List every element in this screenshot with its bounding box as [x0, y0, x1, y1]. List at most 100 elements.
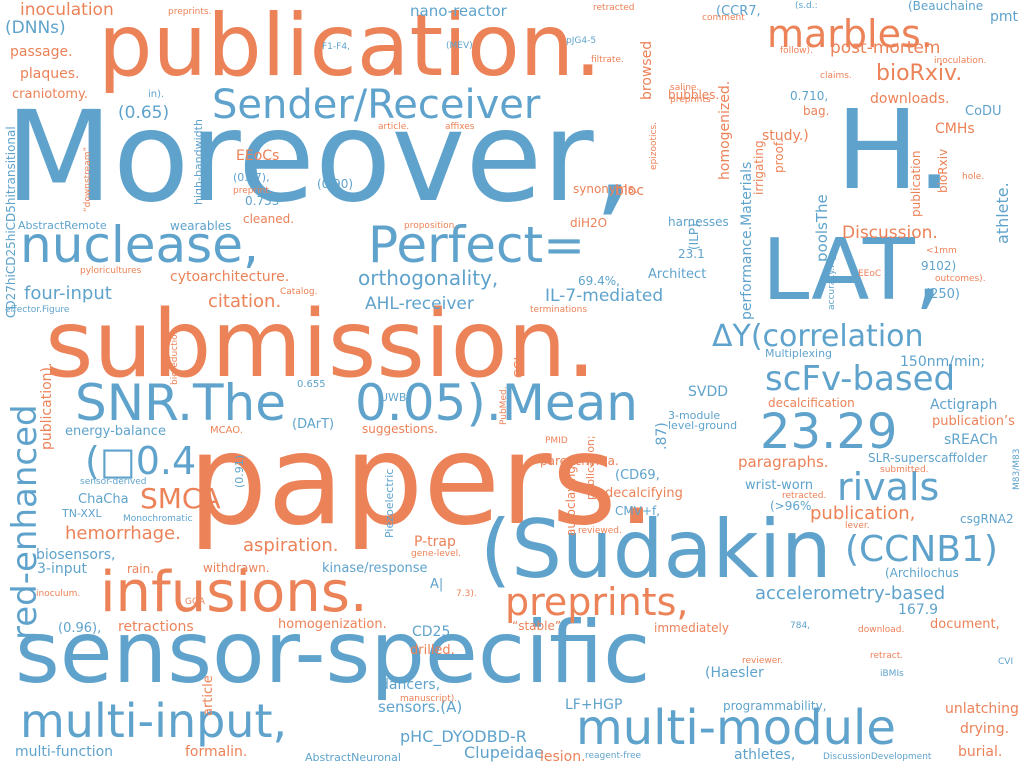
cloud-word: cytoarchitecture.: [170, 269, 290, 285]
cloud-word: Multiplexing: [765, 347, 833, 360]
cloud-word: Monochromatic: [123, 514, 193, 524]
cloud-word: pmt: [990, 9, 1019, 25]
cloud-word: marbles.: [767, 12, 933, 56]
cloud-word: Clupeidae: [464, 743, 545, 762]
cloud-word: (CCR7,: [716, 4, 761, 19]
cloud-word: decalcifying: [605, 486, 683, 501]
cloud-word: (Sudakin: [480, 503, 832, 596]
cloud-word: rain.: [127, 562, 155, 576]
cloud-word: sensor-specific: [15, 603, 651, 703]
cloud-word: retractions: [118, 619, 194, 635]
cloud-word: submission.: [45, 290, 597, 398]
cloud-word: Discussion.: [842, 223, 938, 243]
cloud-word: bloc: [615, 183, 645, 199]
cloud-word: reviewer.: [742, 656, 784, 666]
cloud-word: P-trap: [414, 534, 456, 550]
cloud-word: affixes: [445, 122, 475, 132]
cloud-word: (0.90): [317, 177, 354, 191]
cloud-word: athlete.: [993, 182, 1012, 244]
cloud-word: kinase/response: [322, 561, 428, 576]
cloud-word: autoclaving.: [564, 462, 578, 536]
cloud-word: CVI: [998, 657, 1014, 667]
cloud-word: homogenized.: [717, 80, 733, 180]
cloud-word: 23.29: [760, 404, 898, 460]
cloud-word: wearables: [170, 219, 232, 233]
cloud-word: multi-input,: [20, 694, 288, 748]
cloud-word: sensors.(A): [378, 698, 463, 716]
cloud-word: pJG4-5: [566, 36, 597, 46]
cloud-word: publication;: [584, 435, 597, 500]
cloud-word: (ILP),: [687, 219, 701, 250]
cloud-word: A|: [430, 577, 444, 592]
cloud-word: .87): [654, 422, 670, 450]
cloud-word: (DArT): [292, 417, 335, 432]
cloud-word: publication.: [98, 0, 602, 96]
cloud-word: (s.d.:: [795, 1, 818, 11]
cloud-word: preprints,: [505, 580, 689, 624]
cloud-word: preprints: [670, 95, 711, 105]
cloud-word: EEoCs: [236, 148, 280, 164]
cloud-word: CMHs: [935, 121, 975, 137]
cloud-word: paragraphs.: [738, 453, 829, 471]
cloud-word: SMCA: [140, 482, 221, 515]
cloud-word: downloads.: [870, 91, 950, 107]
cloud-word: sREACh: [944, 432, 998, 448]
cloud-word: immediately: [654, 621, 729, 635]
cloud-word: proof.: [772, 138, 786, 173]
cloud-word: Piezoelectric: [383, 468, 396, 538]
cloud-word: iBMIs: [880, 669, 904, 679]
cloud-word: bubbles.: [668, 88, 720, 102]
cloud-word: infusions.: [100, 560, 368, 625]
cloud-word: PMID: [545, 436, 568, 446]
cloud-word: scFv-based: [765, 359, 956, 399]
cloud-word: drilled.: [410, 643, 455, 658]
cloud-word: filtrate.: [591, 55, 624, 65]
cloud-word: publication,: [810, 503, 916, 524]
cloud-word: “downstream”: [83, 146, 93, 212]
cloud-word: follow).: [780, 46, 813, 56]
cloud-word: energy-balance: [65, 424, 166, 439]
cloud-word: plaques.: [20, 66, 80, 82]
cloud-word: download.: [858, 625, 905, 635]
cloud-word: “stable”: [512, 619, 562, 633]
cloud-word: formalin.: [185, 744, 248, 760]
cloud-word: dancers,: [380, 677, 441, 693]
cloud-word: (CCNB1): [845, 529, 998, 570]
cloud-word: 784,: [790, 621, 811, 631]
cloud-word: citation.: [208, 291, 282, 312]
cloud-word: four-input: [24, 283, 112, 304]
cloud-word: (Archilochus: [885, 566, 959, 580]
cloud-word: (0.65): [118, 103, 170, 123]
cloud-word: orthogonality,: [358, 266, 499, 290]
cloud-word: burial.: [958, 744, 1003, 760]
cloud-word: diH2O: [570, 216, 608, 230]
cloud-word: TN-XXL: [62, 507, 102, 520]
cloud-word: document,: [930, 617, 1000, 632]
cloud-word: DiscussionDevelopment: [823, 752, 932, 762]
cloud-word: LF+HGP: [565, 697, 623, 713]
cloud-word: (Beauchaine: [908, 0, 984, 13]
cloud-word: papers.: [188, 408, 657, 553]
cloud-word: IL-7-mediated: [545, 286, 664, 306]
cloud-word: CoDU: [965, 104, 1002, 119]
cloud-word: CD25,: [412, 624, 455, 640]
cloud-word: level-ground: [668, 419, 738, 432]
cloud-word: (CD69,: [615, 468, 660, 483]
cloud-word: H.: [836, 86, 952, 214]
cloud-word: multi-function: [15, 744, 114, 760]
cloud-word: (□0.4: [85, 439, 197, 483]
cloud-word: 7.3).: [456, 589, 477, 599]
cloud-word: hole.: [962, 172, 985, 182]
cloud-word: GOA: [185, 597, 206, 607]
cloud-word: (0.96),: [58, 621, 102, 636]
cloud-word: CGIs.: [512, 346, 526, 378]
cloud-word: ChaCha: [78, 492, 129, 507]
cloud-word: 0.733: [245, 194, 280, 208]
cloud-word: Architect: [648, 267, 707, 282]
cloud-word: pHC_DYODBD-R: [400, 727, 527, 746]
cloud-word: ΔY(correlation: [712, 319, 924, 354]
cloud-word: EEoC: [858, 269, 882, 279]
cloud-word: post-mortem: [830, 38, 941, 58]
cloud-word: withdrawn.: [203, 561, 270, 575]
